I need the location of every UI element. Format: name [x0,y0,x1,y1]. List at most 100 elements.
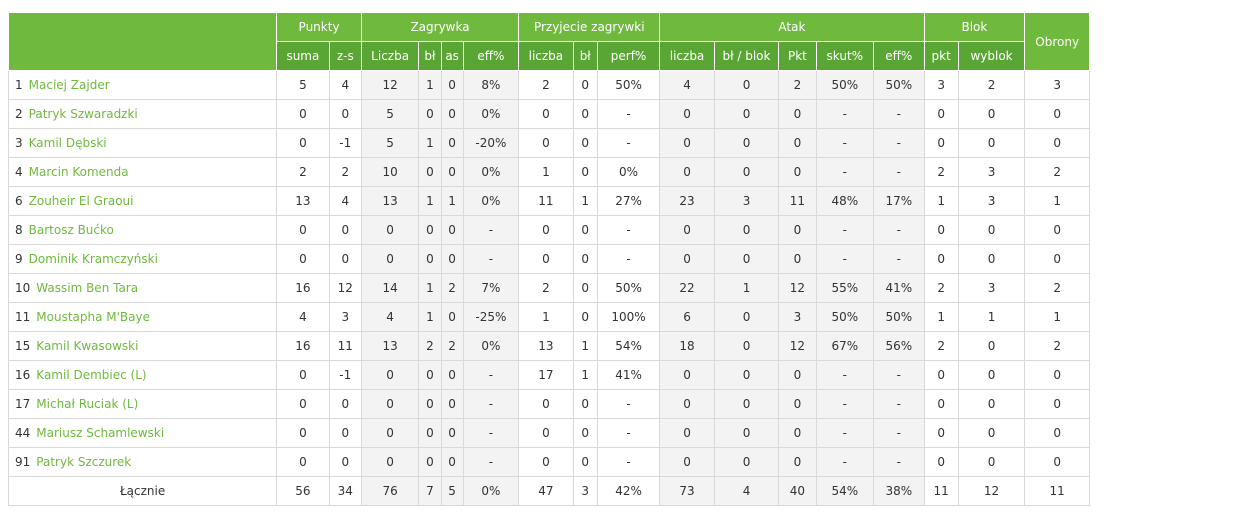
stat-cell: 0 [713,244,780,274]
stat-cell: 0 [328,389,362,419]
stat-cell: 0 [440,99,464,129]
player-cell: 6 Zouheir El Graoui [7,186,278,216]
player-name-link[interactable]: Michał Ruciak (L) [36,397,139,411]
stat-cell: 0 [276,447,330,477]
stat-cell: 0 [572,302,598,332]
stat-cell: 2 [923,331,959,361]
stat-cell: 0 [572,70,598,100]
stat-cell: 2 [1024,157,1090,187]
column-header: eff% [873,41,925,71]
stat-cell: - [815,418,875,448]
player-name-link[interactable]: Kamil Dembiec (L) [36,368,147,382]
stat-cell: 1 [418,273,442,303]
player-name-link[interactable]: Moustapha M'Baye [36,310,151,324]
stat-cell: 0 [1024,418,1090,448]
stat-cell: - [596,99,661,129]
group-header-zagrywka: Zagrywka [360,12,520,42]
table-row: 8 Bartosz Bućko 0 0 0 0 0-0 0-0 0 0- -0 0 0 [7,215,1090,245]
total-stat-cell: 11 [923,476,959,506]
stat-cell: - [815,215,875,245]
stat-cell: 50% [596,273,661,303]
player-number: 11 [15,310,31,324]
player-name-link[interactable]: Bartosz Bućko [28,223,114,237]
group-header-punkty: Punkty [276,12,362,42]
stat-cell: 0 [328,99,362,129]
stat-cell: 17% [873,186,925,216]
stat-cell: 6 [659,302,715,332]
group-header-row: Punkty Zagrywka Przyjecie zagrywki Atak Blok… [7,12,1090,71]
column-header: liczba [518,41,574,71]
stat-cell: 0 [957,128,1026,158]
stat-cell: 5 [276,70,330,100]
stat-cell: 0 [276,389,330,419]
player-stats-table: Punkty Zagrywka Przyjecie zagrywki Atak Blok… [7,12,1090,506]
stat-cell: 0 [778,360,817,390]
table-row: 15 Kamil Kwasowski 16 11 13 2 2 0% 13 1 54% 18 0 12 67… [7,331,1090,361]
stat-cell: 0 [713,99,780,129]
stat-cell: 0 [418,389,442,419]
stat-cell: 0 [1024,128,1090,158]
stat-cell: 0 [440,70,464,100]
table-row: 11 Moustapha M'Baye 4 3 4 1 0 -25% 1 0 100% 6 0 3 50% 5… [7,302,1090,332]
stat-cell: 0 [440,157,464,187]
player-number: 44 [15,426,31,440]
stat-cell: 0 [276,99,330,129]
stat-cell: - [462,389,520,419]
stat-cell: 1 [518,157,574,187]
player-name-link[interactable]: Patryk Szczurek [36,455,132,469]
total-stat-cell: 73 [659,476,715,506]
player-name-link[interactable]: Zouheir El Graoui [28,194,134,208]
total-stat-cell: 47 [518,476,574,506]
stat-cell: - [873,360,925,390]
stat-cell: 0 [572,215,598,245]
stat-cell: - [873,418,925,448]
player-number: 17 [15,397,31,411]
stat-cell: 67% [815,331,875,361]
stat-cell: 0 [713,360,780,390]
stat-cell: - [596,418,661,448]
stat-cell: 0 [418,418,442,448]
stat-cell: -1 [328,360,362,390]
stat-cell: - [462,244,520,274]
stat-cell: 0 [518,215,574,245]
total-row: Łącznie 56 34 76 7 5 0% 47 3 42% 73 4 40 54% 38% 11 12 11 [7,476,1090,506]
stat-cell: 0 [572,389,598,419]
column-header: as [440,41,464,71]
stat-cell: 0 [572,99,598,129]
player-name-link[interactable]: Wassim Ben Tara [36,281,139,295]
stat-cell: - [596,215,661,245]
player-name-link[interactable]: Marcin Komenda [28,165,129,179]
stat-cell: 0 [360,244,420,274]
stat-cell: 0 [328,215,362,245]
sub-header-row: suma z-s Liczba bł as eff% liczba bł perf% liczba… [9,41,1090,71]
player-name-link[interactable]: Mariusz Schamlewski [36,426,165,440]
table-row: 17 Michał Ruciak (L) 0 0 0 0 0-0 0-0 0 0- -0 0 0 [7,389,1090,419]
player-name-link[interactable]: Maciej Zajder [28,78,110,92]
player-number: 1 [15,78,23,92]
player-number: 10 [15,281,31,295]
player-name-link[interactable]: Dominik Kramczyński [28,252,158,266]
player-cell: 15 Kamil Kwasowski [7,331,278,361]
stat-cell: 0 [713,70,780,100]
stat-cell: 0 [659,157,715,187]
player-cell: 4 Marcin Komenda [7,157,278,187]
stat-cell: 1 [418,70,442,100]
stat-cell: 0 [778,389,817,419]
stat-cell: 4 [328,70,362,100]
player-name-link[interactable]: Patryk Szwaradzki [28,107,138,121]
player-name-link[interactable]: Kamil Dębski [28,136,107,150]
stat-cell: 0 [957,447,1026,477]
player-name-link[interactable]: Kamil Kwasowski [36,339,139,353]
player-cell: 1 Maciej Zajder [7,70,278,100]
player-number: 9 [15,252,23,266]
stat-cell: 13 [518,331,574,361]
stat-cell: 1 [440,186,464,216]
stat-cell: 0 [418,157,442,187]
stat-cell: 0 [923,244,959,274]
total-stat-cell: 34 [328,476,362,506]
stat-cell: 13 [276,186,330,216]
stat-cell: 54% [596,331,661,361]
column-header: skut% [815,41,875,71]
stat-cell: 0 [440,302,464,332]
stat-cell: 0 [440,244,464,274]
